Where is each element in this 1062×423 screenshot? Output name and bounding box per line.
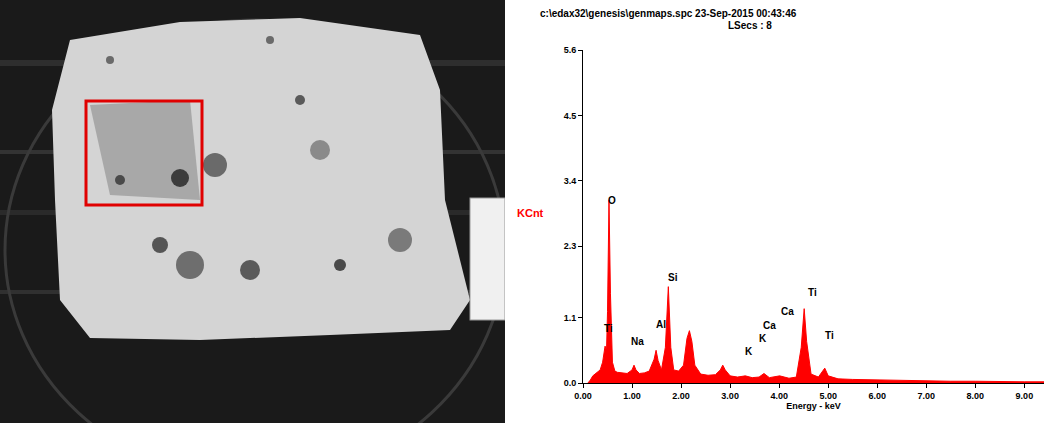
svg-text:KCnt: KCnt [517,207,544,219]
svg-text:3.4: 3.4 [564,176,577,186]
svg-text:5.6: 5.6 [564,45,577,55]
svg-text:K: K [759,333,767,344]
svg-text:6.00: 6.00 [868,391,886,401]
svg-text:1.00: 1.00 [623,391,641,401]
svg-text:5.00: 5.00 [819,391,837,401]
svg-text:0.0: 0.0 [564,378,577,388]
svg-text:O: O [608,195,616,206]
svg-text:4.00: 4.00 [770,391,788,401]
svg-text:Na: Na [631,336,644,347]
svg-text:Energy - keV: Energy - keV [786,401,841,411]
svg-text:Ca: Ca [781,306,794,317]
svg-text:Ti: Ti [604,323,613,334]
svg-text:Si: Si [668,272,678,283]
svg-text:2.00: 2.00 [672,391,690,401]
svg-text:Ti: Ti [808,287,817,298]
svg-text:Ti: Ti [825,330,834,341]
svg-text:0.00: 0.00 [574,391,592,401]
svg-text:8.00: 8.00 [967,391,985,401]
svg-text:7.00: 7.00 [918,391,936,401]
svg-text:K: K [745,346,753,357]
svg-text:Ca: Ca [763,320,776,331]
svg-text:3.00: 3.00 [721,391,739,401]
svg-text:9.00: 9.00 [1016,391,1034,401]
svg-text:1.1: 1.1 [564,313,577,323]
svg-text:c:\edax32\genesis\genmaps.spc: c:\edax32\genesis\genmaps.spc 23-Sep-201… [540,8,797,19]
svg-text:2.3: 2.3 [564,241,577,251]
svg-text:Al: Al [656,319,666,330]
svg-text:LSecs : 8: LSecs : 8 [728,20,772,31]
svg-text:4.5: 4.5 [564,111,577,121]
